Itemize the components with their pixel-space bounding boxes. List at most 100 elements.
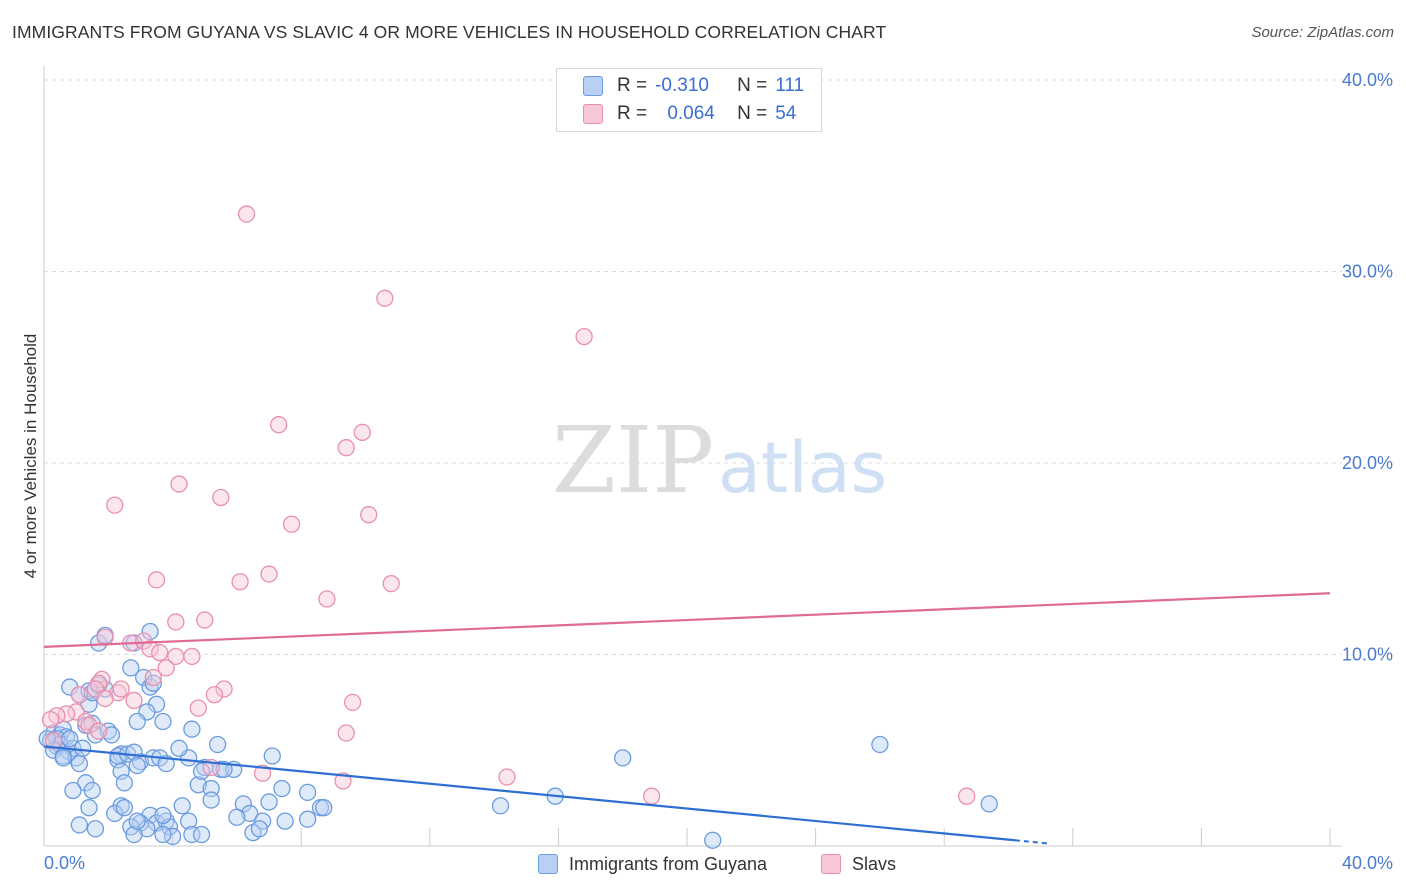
y-tick-label: 10.0% — [1342, 645, 1393, 665]
x-tick-label-min: 0.0% — [44, 853, 85, 873]
y-tick-label: 20.0% — [1342, 453, 1393, 473]
series-guyana-points — [38, 622, 998, 849]
data-point-slavs — [231, 573, 249, 591]
data-point-guyana — [273, 779, 291, 798]
data-point-guyana — [183, 825, 201, 844]
data-point-slavs — [170, 475, 188, 493]
data-point-slavs — [141, 640, 159, 658]
data-point-slavs — [958, 787, 976, 805]
data-point-guyana — [141, 622, 159, 641]
legend-row-slavs: R = 0.064 N = 54 — [583, 101, 796, 127]
legend-r-value: -0.310 — [655, 75, 709, 96]
data-point-slavs — [237, 205, 256, 223]
data-point-guyana — [183, 720, 201, 738]
data-point-slavs — [282, 515, 301, 533]
data-point-slavs — [167, 613, 185, 631]
data-point-slavs — [334, 772, 352, 790]
data-point-guyana — [115, 774, 134, 792]
legend-r-value: 0.064 — [667, 103, 715, 124]
watermark-atlas: atlas — [718, 427, 887, 509]
data-point-guyana — [54, 749, 72, 767]
data-point-guyana — [298, 783, 317, 802]
data-point-guyana — [128, 712, 146, 731]
data-point-guyana — [170, 739, 188, 757]
data-point-guyana — [154, 712, 172, 731]
data-point-slavs — [205, 686, 224, 704]
data-point-guyana — [106, 804, 124, 823]
data-point-slavs — [318, 590, 336, 608]
chart-source: Source: ZipAtlas.com — [1251, 24, 1394, 41]
data-point-guyana — [122, 659, 140, 677]
bottom-legend-label-slavs: Slavs — [852, 853, 897, 874]
bottom-legend-swatch-blue — [538, 854, 558, 874]
data-point-slavs — [270, 416, 288, 434]
data-point-slavs — [183, 647, 201, 666]
legend-n-label: N = — [737, 75, 768, 96]
legend-r-label: R = — [617, 103, 648, 124]
legend-swatch-pink — [583, 104, 603, 124]
data-point-guyana — [115, 799, 134, 817]
data-point-slavs — [360, 506, 378, 524]
gridlines — [44, 79, 1342, 846]
data-point-slavs — [260, 565, 278, 583]
data-point-guyana — [64, 781, 82, 800]
legend-n-value: 54 — [775, 103, 797, 124]
data-point-guyana — [980, 795, 998, 813]
bottom-legend-label-guyana: Immigrants from Guyana — [569, 853, 768, 874]
data-point-guyana — [73, 739, 92, 757]
data-point-guyana — [315, 799, 333, 817]
data-point-slavs — [253, 764, 272, 782]
data-point-guyana — [135, 668, 153, 687]
data-point-slavs — [353, 423, 371, 442]
data-point-slavs — [125, 691, 143, 710]
data-point-guyana — [180, 812, 198, 830]
trend-line-guyana-extension — [1014, 839, 1048, 845]
data-point-guyana — [154, 825, 172, 844]
data-point-slavs — [41, 710, 60, 729]
data-point-slavs — [80, 716, 98, 735]
data-point-slavs — [106, 496, 124, 514]
data-point-slavs — [70, 686, 89, 704]
data-point-slavs — [575, 327, 593, 346]
data-point-guyana — [86, 820, 105, 838]
data-point-slavs — [343, 693, 362, 712]
legend-swatch-blue — [583, 76, 603, 96]
data-point-guyana — [83, 781, 101, 800]
y-tick-label: 40.0% — [1342, 70, 1393, 90]
correlation-legend: R = -0.310 N = 111 R = 0.064 N = 54 — [556, 68, 822, 132]
bottom-legend-slavs[interactable]: Slavs — [821, 852, 896, 876]
data-point-guyana — [250, 820, 269, 838]
data-point-guyana — [298, 810, 317, 828]
data-point-slavs — [96, 628, 114, 646]
x-tick-label-max: 40.0% — [1342, 853, 1393, 873]
data-point-slavs — [498, 768, 516, 786]
data-point-slavs — [382, 574, 400, 593]
data-point-guyana — [192, 825, 211, 844]
trend-line-slavs — [43, 592, 1331, 648]
bottom-legend-guyana[interactable]: Immigrants from Guyana — [538, 852, 767, 876]
data-point-guyana — [260, 793, 278, 811]
data-point-guyana — [704, 831, 722, 849]
trend-lines — [43, 592, 1331, 845]
data-point-guyana — [144, 674, 162, 692]
data-point-slavs — [147, 571, 166, 589]
legend-n-value: 111 — [775, 75, 805, 96]
data-point-guyana — [491, 797, 510, 815]
data-point-guyana — [125, 825, 143, 844]
data-point-guyana — [192, 762, 211, 780]
data-point-slavs — [642, 787, 661, 805]
data-point-guyana — [189, 776, 207, 794]
data-point-guyana — [154, 806, 172, 825]
legend-r-label: R = — [617, 75, 648, 96]
data-point-slavs — [337, 724, 355, 742]
data-point-slavs — [337, 439, 355, 457]
data-point-slavs — [96, 689, 114, 708]
data-point-slavs — [157, 659, 175, 677]
chart-title: IMMIGRANTS FROM GUYANA VS SLAVIC 4 OR MO… — [12, 22, 887, 42]
legend-row-guyana: R = -0.310 N = 111 — [583, 73, 804, 99]
data-point-guyana — [614, 749, 632, 767]
series-slavs-points — [41, 205, 976, 805]
data-point-guyana — [173, 797, 191, 815]
watermark-zip: ZIP — [552, 407, 714, 514]
